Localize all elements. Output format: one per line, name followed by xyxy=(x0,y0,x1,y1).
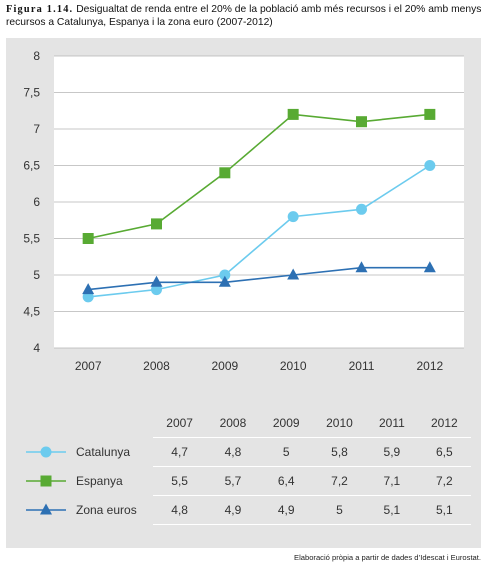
table-cell: 6,5 xyxy=(417,437,471,467)
y-tick-label: 5 xyxy=(33,268,40,282)
table-header-year: 2008 xyxy=(206,409,260,438)
y-tick-label: 5,5 xyxy=(23,232,40,246)
table-cell: 6,4 xyxy=(259,466,313,496)
table-header-year: 2012 xyxy=(417,409,471,438)
data-point-espanya xyxy=(219,167,231,179)
series-line-zona-euros xyxy=(88,266,430,291)
figure-title: Desigualtat de renda entre el 20% de la … xyxy=(6,4,482,28)
data-point-zona-euros xyxy=(218,275,231,287)
line-chart: 4 4,5 5 5,5 6 6,5 7 7,5 8 2007 2008 2009 2010 2011 201… xyxy=(23,49,464,373)
data-point-catalunya xyxy=(219,269,231,281)
table-cell: 5,1 xyxy=(417,495,471,525)
legend-symbol-espanya xyxy=(26,475,66,487)
data-point-catalunya xyxy=(356,203,367,215)
table-header-year: 2007 xyxy=(153,409,207,438)
data-point-catalunya xyxy=(424,160,436,171)
x-tick-label: 2011 xyxy=(349,359,375,373)
x-tick-label: 2012 xyxy=(416,359,443,373)
y-tick-label: 6,5 xyxy=(23,159,40,173)
table-cell: 7,1 xyxy=(366,466,418,496)
data-point-espanya xyxy=(82,233,94,244)
table-row-catalunya: 4,7 4,8 5 5,8 5,9 6,5 xyxy=(153,437,471,467)
data-point-zona-euros xyxy=(355,261,368,273)
table-header-row: 2007 2008 2009 2010 2011 2012 xyxy=(153,409,471,438)
table-header-year: 2010 xyxy=(312,409,367,438)
table-cell: 4,9 xyxy=(259,495,313,525)
table-row-zona-euros: 4,8 4,9 4,9 5 5,1 5,1 xyxy=(153,495,471,525)
table-cell: 4,7 xyxy=(153,437,207,467)
figure-caption: Figura 1.14. Desigualtat de renda entre … xyxy=(6,3,482,29)
table-cell: 5,7 xyxy=(206,466,260,496)
data-point-zona-euros xyxy=(82,283,95,295)
legend-entry-catalunya: Catalunya xyxy=(6,438,153,466)
legend-label: Espanya xyxy=(76,474,123,488)
data-point-catalunya xyxy=(151,284,162,296)
data-point-zona-euros xyxy=(287,268,300,280)
chart-panel: 4 4,5 5 5,5 6 6,5 7 7,5 8 2007 2008 2009 2010 2011 201… xyxy=(6,38,481,548)
data-point-espanya xyxy=(356,116,367,128)
table-row-espanya: 5,5 5,7 6,4 7,2 7,1 7,2 xyxy=(153,466,471,496)
table-header-year: 2011 xyxy=(366,409,418,438)
legend-label: Zona euros xyxy=(76,503,137,517)
x-tick-label: 2007 xyxy=(75,359,102,373)
table-cell: 5,8 xyxy=(312,437,367,467)
legend-entry-espanya: Espanya xyxy=(6,467,153,495)
data-point-espanya xyxy=(151,218,162,230)
x-tick-label: 2009 xyxy=(211,359,238,373)
y-tick-label: 4 xyxy=(33,341,40,355)
table-cell: 7,2 xyxy=(417,466,471,496)
legend-symbol-catalunya xyxy=(26,446,66,458)
table-cell: 7,2 xyxy=(312,466,367,496)
data-point-zona-euros xyxy=(423,261,436,273)
table-cell: 5,5 xyxy=(153,466,207,496)
table-body: 4,7 4,8 5 5,8 5,9 6,5 5,5 5,7 6,4 7,2 7,1 7,2 4,8 4,9… xyxy=(153,437,471,525)
legend-entry-zona-euros: Zona euros xyxy=(6,496,153,524)
data-table: 2007 2008 2009 2010 2011 2012 4,7 4,8 5 5,8 5,9 6,… xyxy=(153,409,471,525)
table-cell: 5,1 xyxy=(366,495,418,525)
table-cell: 5 xyxy=(312,495,367,525)
y-tick-label: 6 xyxy=(33,195,40,209)
table-cell: 5,9 xyxy=(366,437,418,467)
y-tick-label: 4,5 xyxy=(23,305,40,319)
series-line-espanya xyxy=(87,113,430,240)
table-cell: 5 xyxy=(259,437,313,467)
x-tick-label: 2008 xyxy=(143,359,170,373)
table-header-year: 2009 xyxy=(259,409,313,438)
table-cell: 4,9 xyxy=(206,495,260,525)
data-point-espanya xyxy=(424,108,436,120)
y-tick-label: 8 xyxy=(33,49,40,63)
y-tick-label: 7,5 xyxy=(23,86,40,100)
data-point-zona-euros xyxy=(150,275,163,287)
source-note: Elaboració pròpia a partir de dades d’Id… xyxy=(294,553,481,562)
figure-number: Figura 1.14. xyxy=(6,4,74,15)
data-point-catalunya xyxy=(82,291,94,303)
legend-symbol-zona-euros xyxy=(26,503,66,515)
x-tick-label: 2010 xyxy=(280,359,307,373)
series-line-catalunya xyxy=(88,164,431,298)
table-cell: 4,8 xyxy=(153,495,207,525)
y-tick-label: 7 xyxy=(33,122,40,136)
table-cell: 4,8 xyxy=(206,437,260,467)
data-point-espanya xyxy=(287,108,299,120)
data-table-area: 2007 2008 2009 2010 2011 2012 4,7 4,8 5 5,8 5,9 6,… xyxy=(6,401,481,548)
data-point-catalunya xyxy=(287,211,299,223)
legend-label: Catalunya xyxy=(76,445,131,459)
